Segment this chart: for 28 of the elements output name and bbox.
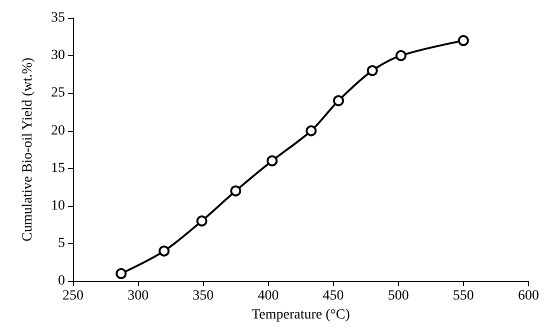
x-tick-label: 300: [128, 288, 149, 304]
x-tick-label: 400: [258, 288, 279, 304]
point: [366, 65, 378, 76]
y-tick-label: 25: [51, 86, 65, 101]
point: [266, 155, 278, 166]
x-tick-label: 450: [322, 288, 344, 304]
x-tick-label: 600: [518, 288, 539, 304]
point: [158, 246, 170, 257]
point: [116, 268, 127, 280]
y-tick-label: 0: [58, 274, 65, 289]
x-tick-label: 550: [452, 288, 474, 304]
point: [458, 35, 469, 46]
x-tick-label: 500: [388, 288, 409, 304]
x-tick-label: 250: [62, 288, 84, 304]
y-tick-label: 20: [51, 123, 65, 138]
point: [230, 185, 242, 196]
point: [333, 95, 344, 106]
point: [196, 215, 208, 226]
y-tick-label: 5: [58, 236, 65, 252]
y-tick-label: 30: [51, 48, 65, 64]
y-axis-title: Cumulative Bio-oil Yield (wt.%): [20, 57, 36, 242]
point: [395, 50, 406, 62]
y-tick-label: 35: [51, 10, 65, 26]
point: [306, 125, 317, 136]
y-tick-label: 15: [51, 160, 65, 176]
x-tick-label: 350: [192, 288, 214, 304]
x-axis-title: Temperature (°C): [252, 308, 350, 322]
y-tick-label: 10: [51, 198, 65, 214]
